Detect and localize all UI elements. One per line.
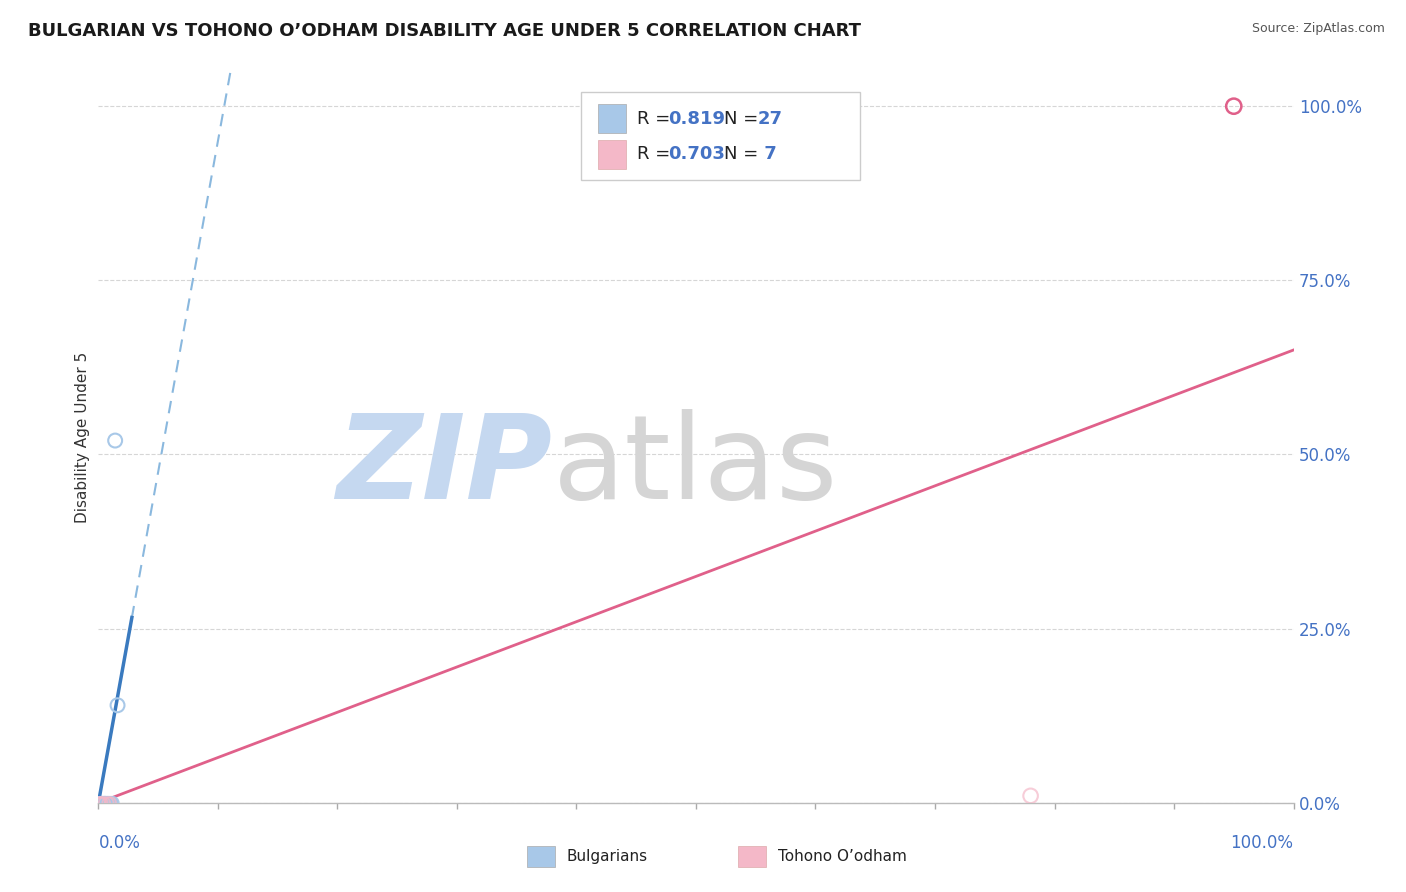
Point <box>91 796 114 810</box>
Point <box>90 796 112 810</box>
Y-axis label: Disability Age Under 5: Disability Age Under 5 <box>75 351 90 523</box>
Point <box>94 796 117 810</box>
Text: ZIP: ZIP <box>336 409 553 524</box>
Text: R =: R = <box>637 145 676 163</box>
Point <box>97 796 120 810</box>
Point <box>93 796 115 810</box>
Point <box>93 796 115 810</box>
Point <box>101 796 124 810</box>
Point <box>93 796 115 810</box>
Text: BULGARIAN VS TOHONO O’ODHAM DISABILITY AGE UNDER 5 CORRELATION CHART: BULGARIAN VS TOHONO O’ODHAM DISABILITY A… <box>28 22 860 40</box>
Point <box>107 698 129 713</box>
Text: Bulgarians: Bulgarians <box>567 849 648 863</box>
Point <box>98 796 122 810</box>
Point <box>98 796 122 810</box>
Text: N =: N = <box>724 110 763 128</box>
Point <box>89 796 111 810</box>
Point <box>91 796 114 810</box>
Point <box>98 796 122 810</box>
Point <box>98 796 121 810</box>
Point <box>91 796 114 810</box>
Text: Tohono O’odham: Tohono O’odham <box>778 849 907 863</box>
Text: R =: R = <box>637 110 676 128</box>
Point <box>98 796 121 810</box>
Point <box>93 796 115 810</box>
Point <box>91 796 114 810</box>
Text: 0.0%: 0.0% <box>98 834 141 852</box>
Point <box>90 796 112 810</box>
Point <box>96 796 118 810</box>
Point <box>94 796 117 810</box>
Point <box>94 796 117 810</box>
Text: Source: ZipAtlas.com: Source: ZipAtlas.com <box>1251 22 1385 36</box>
Text: 0.703: 0.703 <box>668 145 724 163</box>
Point <box>1019 789 1042 803</box>
Point <box>97 796 120 810</box>
Point <box>97 796 120 810</box>
Point <box>91 796 114 810</box>
Point <box>91 796 114 810</box>
Point <box>89 796 111 810</box>
Point <box>90 796 112 810</box>
Point <box>100 796 122 810</box>
Point <box>96 796 118 810</box>
Text: 100.0%: 100.0% <box>1230 834 1294 852</box>
Point <box>97 796 120 810</box>
Text: 7: 7 <box>758 145 776 163</box>
Text: N =: N = <box>724 145 763 163</box>
Point <box>104 434 127 448</box>
Point <box>91 796 114 810</box>
Point <box>1222 99 1246 113</box>
Point <box>90 796 112 810</box>
Text: atlas: atlas <box>553 409 838 524</box>
Text: 27: 27 <box>758 110 783 128</box>
Text: 0.819: 0.819 <box>668 110 725 128</box>
